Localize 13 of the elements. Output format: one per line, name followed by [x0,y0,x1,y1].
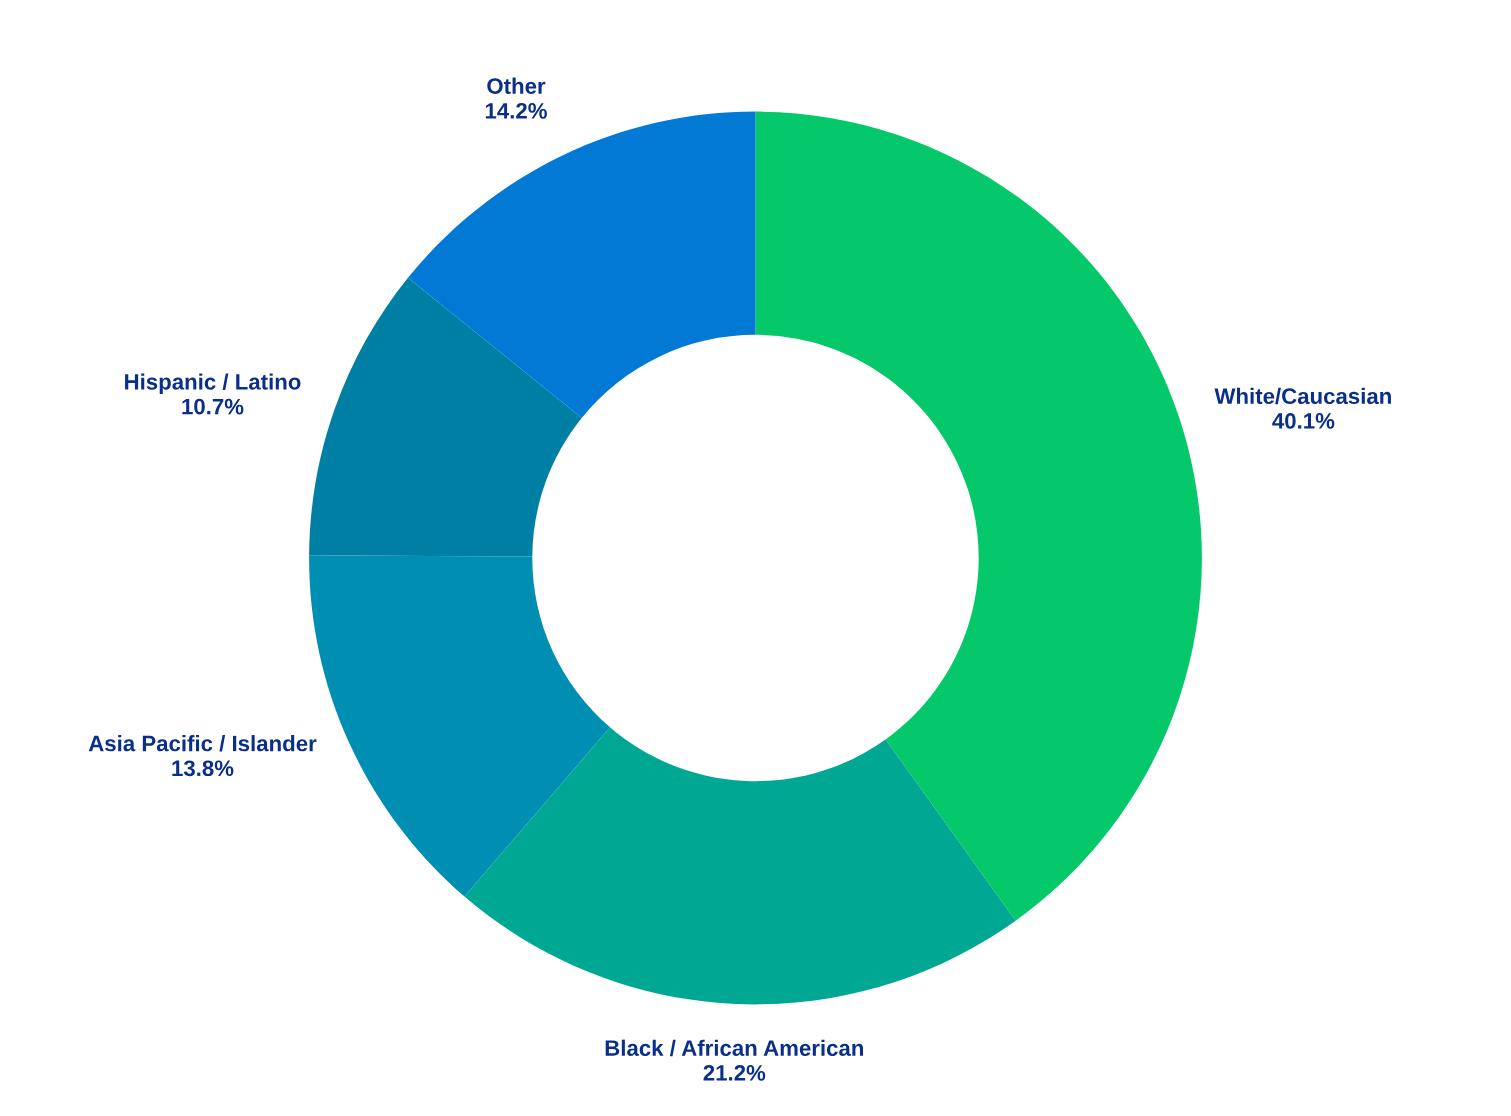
slice-label: Asia Pacific / Islander [88,735,317,752]
slice-label: Black / African American [605,1039,864,1057]
data-label: 21.2% [703,1064,766,1081]
slice-label: Hispanic / Latino [125,373,301,395]
data-label: 40.1% [1272,413,1335,429]
donut-slice [309,277,582,557]
donut-slice [464,727,1016,1005]
data-label: 14.2% [485,102,547,119]
donut-slice [755,111,1202,921]
data-label: 13.8% [172,760,234,777]
slice-label: White/Caucasian [1214,387,1391,405]
slice-label: Other [487,77,546,94]
data-label: 10.7% [182,398,244,415]
